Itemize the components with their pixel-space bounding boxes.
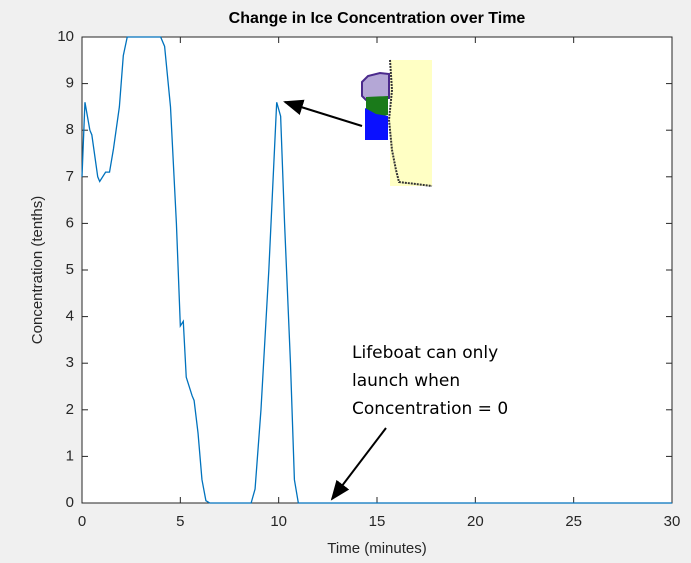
y-axis-label: Concentration (tenths) xyxy=(29,196,46,344)
x-axis-label: Time (minutes) xyxy=(327,540,426,557)
y-tick-label: 2 xyxy=(66,401,74,418)
y-tick-label: 4 xyxy=(66,308,74,325)
line xyxy=(81,36,672,504)
y-tick-label: 7 xyxy=(66,168,74,185)
x-tick-label: 30 xyxy=(664,513,681,530)
annotation: Lifeboat can only xyxy=(352,343,498,363)
x-tick-label: 20 xyxy=(467,513,484,530)
chart-title: Change in Ice Concentration over Time xyxy=(229,10,526,27)
inset-image xyxy=(361,59,433,187)
y-tick-label: 3 xyxy=(66,354,74,371)
annotation: Concentration = 0 xyxy=(352,399,508,419)
arrow xyxy=(283,99,363,127)
y-tick-label: 10 xyxy=(57,28,74,45)
x-tick-label: 15 xyxy=(369,513,386,530)
arrow xyxy=(330,427,387,501)
x-tick-label: 0 xyxy=(78,513,86,530)
x-tick-label: 5 xyxy=(176,513,184,530)
annotation: launch when xyxy=(352,371,460,391)
y-tick-label: 9 xyxy=(66,75,74,92)
y-tick-label: 5 xyxy=(66,261,74,278)
y-tick-label: 8 xyxy=(66,121,74,138)
x-tick-label: 25 xyxy=(565,513,582,530)
y-tick-label: 6 xyxy=(66,214,74,231)
y-tick-label: 0 xyxy=(66,494,74,511)
y-tick-label: 1 xyxy=(66,447,74,464)
x-tick-label: 10 xyxy=(270,513,287,530)
